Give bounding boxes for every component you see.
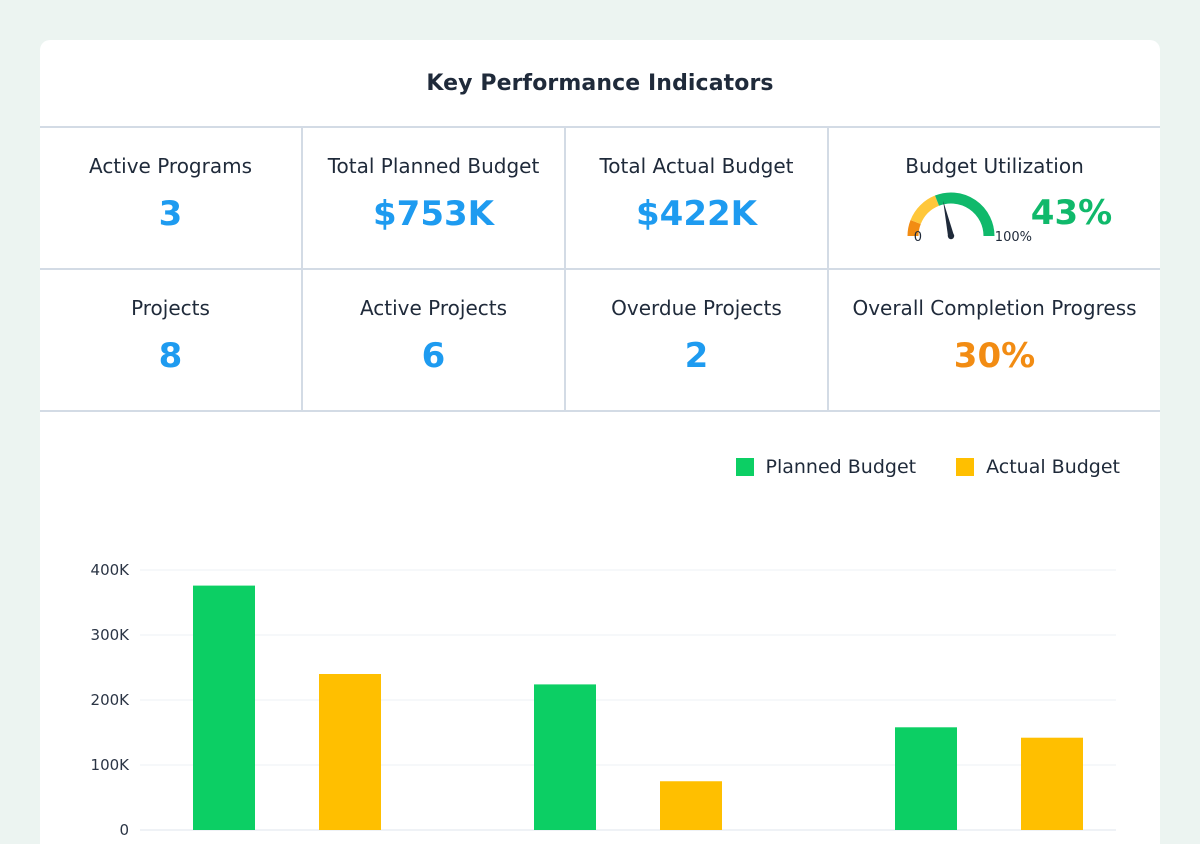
gauge: 0 100% — [899, 186, 1032, 248]
kpi-grid: Active Programs 3 Total Planned Budget $… — [40, 126, 1160, 412]
gauge-icon — [907, 192, 995, 240]
bar-planned[interactable] — [895, 727, 957, 830]
kpi-card: Key Performance Indicators Active Progra… — [40, 40, 1160, 844]
page-title: Key Performance Indicators — [426, 71, 774, 96]
kpi-label: Budget Utilization — [905, 154, 1084, 178]
legend-item-planned[interactable]: Planned Budget — [735, 456, 917, 478]
kpi-active-projects: Active Projects 6 — [303, 270, 566, 412]
kpi-projects: Projects 8 — [40, 270, 303, 412]
kpi-active-programs: Active Programs 3 — [40, 128, 303, 270]
y-tick-label: 200K — [91, 691, 131, 709]
legend-swatch-planned — [735, 458, 754, 476]
kpi-total-planned-budget: Total Planned Budget $753K — [303, 128, 566, 270]
legend-label-planned: Planned Budget — [765, 456, 917, 478]
kpi-value: 8 — [158, 336, 183, 376]
gauge-arc-high — [934, 192, 995, 237]
gauge-pivot — [947, 232, 954, 240]
y-tick-label: 400K — [91, 561, 131, 579]
kpi-value: 43% — [1030, 193, 1113, 233]
kpi-label: Projects — [131, 296, 210, 320]
kpi-label: Overall Completion Progress — [852, 296, 1137, 320]
kpi-value: 3 — [158, 194, 183, 234]
bar-chart: 0100K200K300K400KApp & MobileInternal & … — [91, 561, 1116, 839]
kpi-value: 6 — [421, 336, 446, 376]
kpi-overdue-projects: Overdue Projects 2 — [566, 270, 829, 412]
kpi-label: Active Projects — [359, 296, 508, 320]
bar-actual[interactable] — [1021, 737, 1083, 830]
kpi-label: Active Programs — [88, 154, 253, 178]
gauge-row: 0 100% 43% — [899, 186, 1112, 248]
legend-item-actual[interactable]: Actual Budget — [956, 456, 1120, 478]
kpi-value: 30% — [953, 336, 1036, 376]
kpi-label: Total Actual Budget — [599, 154, 794, 178]
gauge-arc-mid — [910, 195, 940, 225]
bar-planned[interactable] — [534, 684, 596, 830]
y-tick-label: 300K — [91, 626, 131, 644]
legend-swatch-actual — [956, 458, 975, 476]
gauge-needle — [942, 200, 954, 237]
bar-planned[interactable] — [193, 585, 255, 830]
budget-chart: 0100K200K300K400KApp & MobileInternal & … — [40, 410, 1160, 844]
kpi-label: Total Planned Budget — [327, 154, 540, 178]
chart-legend: Planned Budget Actual Budget — [696, 456, 1120, 478]
kpi-value: $753K — [373, 194, 494, 234]
kpi-budget-utilization: Budget Utilization 0 100% 43% — [829, 128, 1160, 270]
bar-actual[interactable] — [660, 781, 722, 830]
y-tick-label: 0 — [119, 821, 129, 839]
y-tick-label: 100K — [91, 756, 131, 774]
gauge-min-label: 0 — [913, 230, 923, 245]
kpi-overall-completion: Overall Completion Progress 30% — [829, 270, 1160, 412]
kpi-total-actual-budget: Total Actual Budget $422K — [566, 128, 829, 270]
kpi-value: $422K — [636, 194, 757, 234]
gauge-max-label: 100% — [994, 230, 1032, 245]
legend-label-actual: Actual Budget — [986, 456, 1120, 478]
kpi-label: Overdue Projects — [611, 296, 782, 320]
gauge-arc-low — [907, 219, 921, 237]
kpi-value: 2 — [684, 336, 709, 376]
bar-actual[interactable] — [319, 674, 381, 830]
